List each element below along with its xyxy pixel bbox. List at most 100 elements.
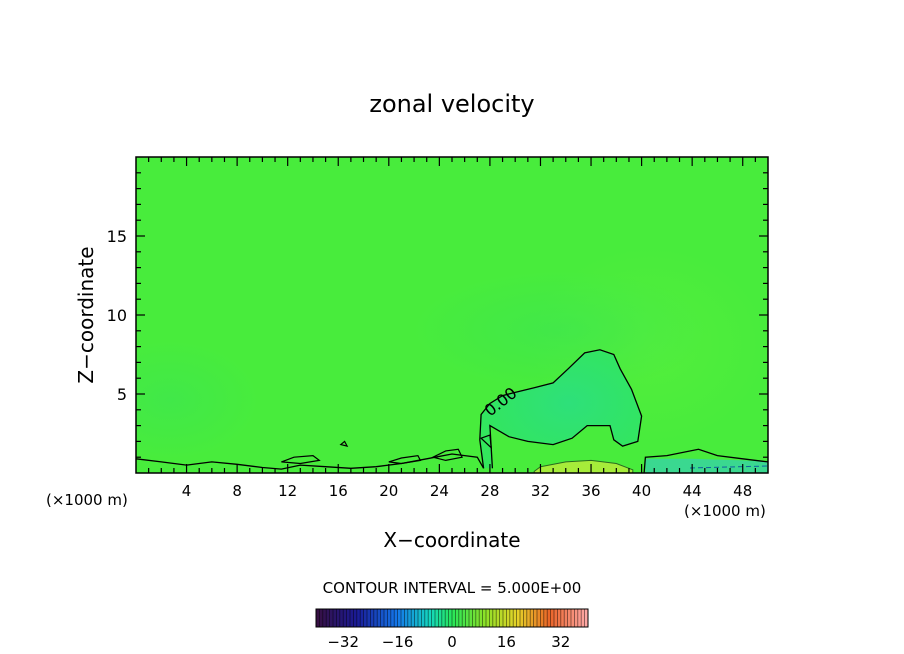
colorbar-tick-label: −32 (327, 633, 359, 651)
colorbar-cell (333, 609, 337, 627)
colorbar-cell (360, 609, 364, 627)
x-tick-label: 12 (278, 482, 297, 500)
colorbar-tick-label: −16 (382, 633, 414, 651)
colorbar-cell (411, 609, 415, 627)
colorbar-cell (581, 609, 585, 627)
negative-surface-region (645, 458, 768, 473)
zero-contour-island (431, 448, 463, 462)
positive-surface-core (533, 459, 634, 473)
zero-contour-island (281, 454, 321, 465)
colorbar-cell (353, 609, 358, 627)
y-axis-label: Z−coordinate (74, 246, 98, 383)
x-tick-label: 28 (480, 482, 499, 500)
x-unit-right: (×1000 m) (684, 502, 766, 520)
colorbar-cell (574, 609, 579, 627)
colorbar-tick-label: 0 (447, 633, 457, 651)
zero-contour-island (339, 440, 349, 447)
colorbar-cell (462, 609, 466, 627)
colorbar-cell (319, 609, 324, 627)
colorbar-cell (571, 609, 575, 627)
colorbar-cell (492, 609, 497, 627)
colorbar-cell (343, 609, 347, 627)
negative-dashed-contour (689, 465, 768, 469)
colorbar-cell (401, 609, 405, 627)
colorbar-cell (540, 609, 545, 627)
zero-contour-dome (479, 349, 643, 469)
colorbar-cell (350, 609, 354, 627)
x-tick-label: 44 (683, 482, 702, 500)
colorbar-cell (482, 609, 487, 627)
colorbar-cell (356, 609, 361, 627)
colorbar-cell (377, 609, 381, 627)
colorbar-cell (387, 609, 392, 627)
zero-contour-islands (281, 434, 492, 465)
field-shading-mid (410, 270, 710, 390)
colorbar-frame (315, 608, 589, 628)
colorbar-cell (452, 609, 456, 627)
colorbar-cell (455, 609, 460, 627)
x-tick-label: 40 (632, 482, 651, 500)
colorbar-cell (428, 609, 432, 627)
zero-contour-surface (136, 453, 485, 470)
negative-wind-region (479, 349, 642, 469)
colorbar-cell (336, 609, 341, 627)
zero-contour-island (479, 434, 492, 450)
x-unit-left: (×1000 m) (46, 491, 128, 509)
colorbar-cell (431, 609, 436, 627)
axis-ticks (136, 157, 768, 473)
colorbar-cell (424, 609, 429, 627)
colorbar-cell (567, 609, 572, 627)
colorbar-cell (316, 609, 320, 627)
colorbar-cell (533, 609, 538, 627)
colorbar-cell (486, 609, 490, 627)
colorbar-cell (380, 609, 385, 627)
colorbar-cell (526, 609, 531, 627)
colorbar-cell (418, 609, 422, 627)
x-tick-label: 48 (733, 482, 752, 500)
colorbar-cell (407, 609, 412, 627)
colorbar-cell (435, 609, 439, 627)
colorbar-cell (475, 609, 480, 627)
colorbar-cell (445, 609, 449, 627)
y-tick-label: 10 (107, 306, 127, 325)
colorbar-cell (394, 609, 398, 627)
colorbar-tick-labels: −32 −16 0 16 32 (327, 633, 570, 651)
x-tick-label: 8 (232, 482, 242, 500)
colorbar-cell (390, 609, 395, 627)
colorbar-cell (329, 609, 334, 627)
colorbar-cell (441, 609, 446, 627)
colorbar-cell (513, 609, 517, 627)
colorbar-cell (560, 609, 565, 627)
y-tick-label: 5 (117, 385, 127, 404)
colorbar-cell (523, 609, 528, 627)
colorbar-cell (322, 609, 327, 627)
colorbar-cell (547, 609, 551, 627)
colorbar-cell (496, 609, 500, 627)
x-tick-label: 16 (329, 482, 348, 500)
colorbar-cell (469, 609, 473, 627)
colorbar-cell (564, 609, 568, 627)
colorbar-cell (479, 609, 483, 627)
colorbar-cell (367, 609, 371, 627)
colorbar-cell (537, 609, 541, 627)
chart-title: zonal velocity (369, 90, 534, 118)
colorbar-cell (384, 609, 388, 627)
colorbar-cell (550, 609, 555, 627)
zero-contour-east (643, 448, 768, 473)
x-tick-label: 36 (581, 482, 600, 500)
plot-area: 0.00 (136, 157, 768, 473)
colorbar-cell (516, 609, 521, 627)
colorbar-cell (339, 609, 344, 627)
colorbar-cell (363, 609, 368, 627)
colorbar-cell (489, 609, 494, 627)
colorbar-cell (438, 609, 443, 627)
colorbar-tick-label: 32 (551, 633, 570, 651)
colorbar-cell (404, 609, 409, 627)
colorbar-cell (499, 609, 504, 627)
colorbar-cell (326, 609, 330, 627)
colorbar-cell (465, 609, 470, 627)
x-tick-label: 4 (182, 482, 192, 500)
colorbar-cell (530, 609, 534, 627)
zero-contour-island (388, 454, 422, 465)
